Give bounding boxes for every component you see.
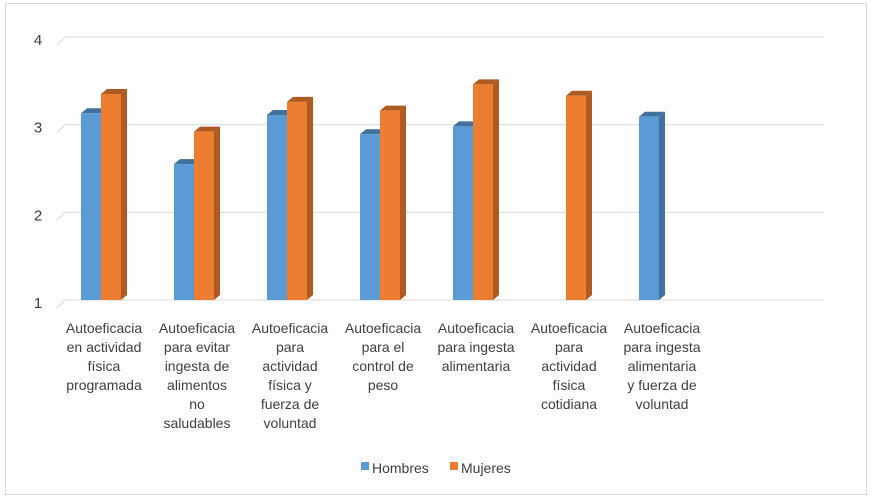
bar-top bbox=[101, 88, 127, 94]
category-label-5: Autoeficacia para ingesta alimentaria bbox=[437, 320, 514, 374]
gridlines bbox=[56, 36, 824, 309]
category-label-6: Autoeficacia para actividad física cotidiana bbox=[531, 320, 607, 412]
bar-hombres-7 bbox=[639, 111, 665, 300]
bar-front bbox=[473, 84, 493, 300]
bar-front bbox=[453, 126, 473, 300]
bar-mujeres-5 bbox=[473, 79, 499, 300]
legend-item-mujeres: Mujeres bbox=[450, 460, 511, 476]
bar-mujeres-6 bbox=[566, 90, 592, 300]
bar-side bbox=[121, 88, 127, 300]
bar-front bbox=[174, 164, 194, 300]
category-label-7: Autoeficacia para ingesta alimentaria y fue… bbox=[623, 320, 700, 412]
legend-item-hombres: Hombres bbox=[361, 460, 429, 476]
bar-front bbox=[267, 115, 287, 300]
bar-front bbox=[194, 131, 214, 300]
bar-front bbox=[101, 93, 121, 300]
bar-side bbox=[659, 111, 665, 300]
bar-top bbox=[267, 110, 293, 116]
bar-front bbox=[360, 134, 380, 300]
bar-front bbox=[81, 113, 101, 301]
bar-side bbox=[493, 79, 499, 300]
bars bbox=[81, 79, 665, 301]
y-tick-label: 4 bbox=[34, 32, 42, 49]
legend-label: Mujeres bbox=[461, 460, 511, 476]
y-tick-label: 3 bbox=[34, 120, 42, 137]
bar-mujeres-1 bbox=[101, 88, 127, 300]
bar-mujeres-3 bbox=[287, 96, 313, 300]
gridline-slant-3 bbox=[56, 36, 66, 46]
category-label-2: Autoeficacia para evitar ingesta de aliment… bbox=[159, 320, 235, 431]
category-label-1: Autoeficacia en actividad física programada bbox=[66, 320, 142, 393]
bar-front bbox=[639, 116, 659, 300]
bar-front bbox=[287, 101, 307, 300]
category-label-3: Autoeficacia para actividad física y fuerza … bbox=[252, 320, 328, 431]
bar-top bbox=[380, 105, 406, 111]
gridline-slant-1 bbox=[56, 211, 66, 221]
bar-front bbox=[380, 110, 400, 300]
bar-mujeres-2 bbox=[194, 126, 220, 301]
bar-top bbox=[194, 126, 220, 132]
gridline-slant-2 bbox=[56, 124, 66, 134]
bar-side bbox=[400, 105, 406, 300]
bar-top bbox=[81, 108, 107, 114]
legend-swatch bbox=[361, 462, 369, 470]
bar-mujeres-4 bbox=[380, 105, 406, 300]
bar-top bbox=[566, 90, 592, 96]
category-label-4: Autoeficacia para el control de peso bbox=[345, 320, 421, 393]
y-tick-label: 1 bbox=[34, 295, 42, 312]
bar-side bbox=[586, 90, 592, 300]
legend-swatch bbox=[450, 462, 458, 470]
x-axis-categories: Autoeficacia en actividad física programada… bbox=[66, 320, 701, 431]
bar-front bbox=[566, 95, 586, 300]
y-tick-label: 2 bbox=[34, 207, 42, 224]
chart-frame bbox=[5, 3, 867, 495]
y-axis-ticks: 1 2 3 4 bbox=[34, 32, 42, 312]
gridline-slant-0 bbox=[56, 299, 66, 309]
bar-top bbox=[453, 121, 479, 127]
legend-label: Hombres bbox=[372, 460, 429, 476]
bar-side bbox=[307, 96, 313, 300]
bar-side bbox=[214, 126, 220, 301]
bar-top bbox=[287, 96, 313, 102]
legend: Hombres Mujeres bbox=[361, 460, 511, 476]
bar-top bbox=[174, 159, 200, 165]
bar-top bbox=[473, 79, 499, 85]
bar-top bbox=[639, 111, 665, 117]
bar-top bbox=[360, 129, 386, 135]
